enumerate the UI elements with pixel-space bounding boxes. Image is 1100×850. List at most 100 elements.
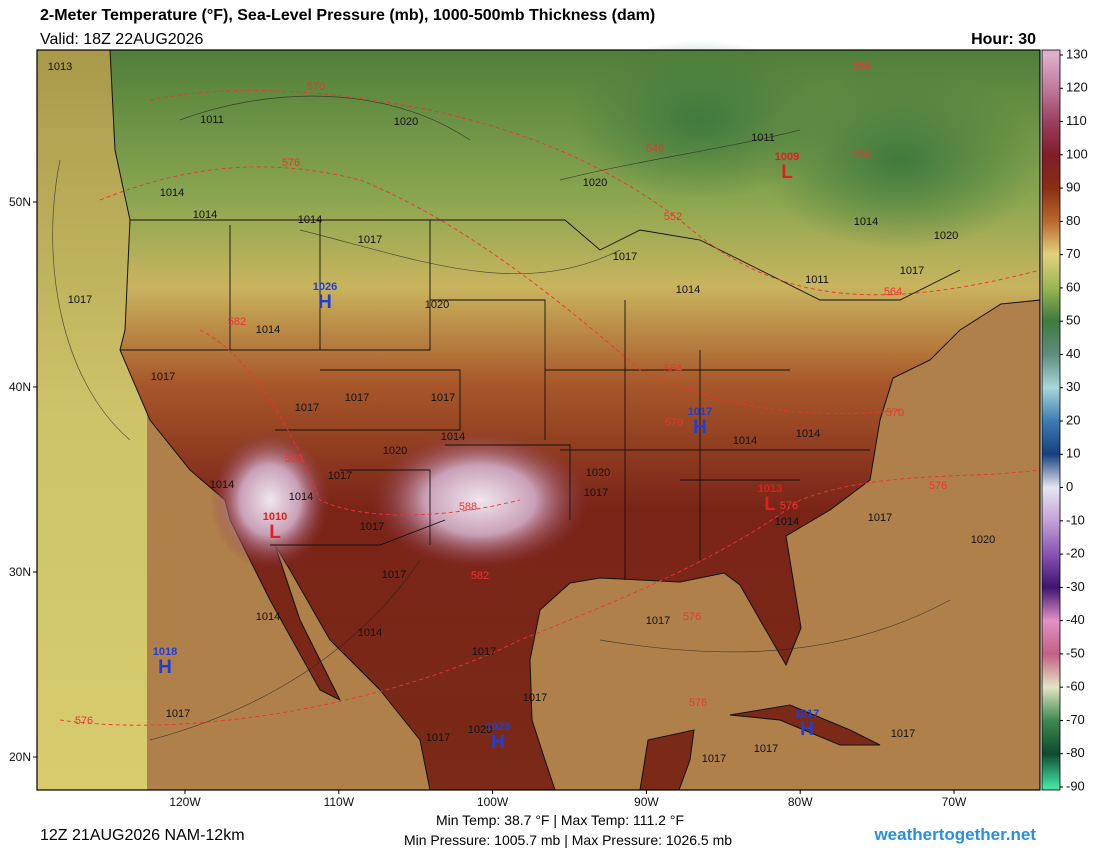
isobar-label: 1014 (193, 209, 217, 221)
isobar-label: 1014 (775, 516, 799, 528)
thickness-label: 564 (884, 286, 902, 298)
valid-time: Valid: 18Z 22AUG2026 (40, 31, 203, 48)
pressure-value: 1026 (313, 281, 337, 293)
isobar-label: 1017 (68, 294, 92, 306)
pressure-center: L (764, 494, 776, 515)
colorbar-label: 50 (1066, 313, 1080, 328)
isobar-label: 1017 (584, 487, 608, 499)
isobar-label: 1017 (328, 470, 352, 482)
colorbar-label: 100 (1066, 146, 1088, 161)
thickness-label: 576 (75, 715, 93, 727)
title: 2-Meter Temperature (°F), Sea-Level Pres… (40, 7, 655, 24)
pressure-center: H (318, 292, 332, 313)
isobar-label: 1014 (854, 216, 878, 228)
site-link[interactable]: weathertogether.net (873, 825, 1036, 844)
isobar-label: 1014 (289, 491, 313, 503)
colorbar-label: 120 (1066, 80, 1088, 95)
isobar-label: 1017 (431, 392, 455, 404)
pressure-center: H (491, 732, 505, 753)
thickness-label: 576 (683, 611, 701, 623)
isobar-label: 1017 (754, 743, 778, 755)
isobar-label: 1014 (733, 435, 757, 447)
heat-core (210, 430, 330, 570)
lat-label: 40N (9, 380, 31, 394)
colorbar-label: -10 (1066, 512, 1085, 527)
pressure-value: 1010 (263, 511, 287, 523)
forecast-hour: Hour: 30 (971, 31, 1036, 48)
borders (120, 219, 961, 580)
thickness-label: 576 (780, 500, 798, 512)
cool-region (760, 70, 1040, 250)
isobar-label: 1017 (702, 753, 726, 765)
model-run: 12Z 21AUG2026 NAM-12km (40, 827, 245, 844)
isobar-label: 1020 (425, 299, 449, 311)
thickness-label: 546 (646, 143, 664, 155)
colorbar-label: -50 (1066, 645, 1085, 660)
isobar-label: 1017 (646, 615, 670, 627)
isobar-label: 1014 (358, 627, 382, 639)
heat-core (370, 430, 590, 570)
thickness-label: 582 (228, 316, 246, 328)
thickness-lines (59, 89, 1041, 726)
colorbar-label: 130 (1066, 46, 1088, 61)
isobar-label: 1017 (900, 265, 924, 277)
isobar-label: 1017 (295, 402, 319, 414)
pressure-center: H (693, 417, 707, 438)
pressure-center: L (781, 162, 793, 183)
colorbar-label: -30 (1066, 579, 1085, 594)
pressure-center: H (800, 719, 814, 740)
thickness-label: 588 (459, 501, 477, 513)
isobar-label: 1017 (523, 692, 547, 704)
isobars (52, 95, 951, 741)
colorbar-label: 10 (1066, 446, 1080, 461)
isobar-label: 1011 (200, 114, 224, 126)
map-frame (36, 49, 1041, 791)
colorbar-label: 40 (1066, 346, 1080, 361)
isobar-label: 1014 (676, 284, 700, 296)
thickness-label: 558 (853, 149, 871, 161)
colorbar-label: 60 (1066, 279, 1080, 294)
colorbar-label: -60 (1066, 679, 1085, 694)
colorbar (1041, 49, 1061, 791)
isobar-label: 1017 (382, 569, 406, 581)
thickness-label: 576 (282, 157, 300, 169)
pressure-value: 1018 (153, 646, 177, 658)
thickness-label: 564 (664, 363, 682, 375)
isobar-label: 1020 (394, 116, 418, 128)
colorbar-label: 110 (1066, 113, 1087, 128)
thickness-label: 588 (285, 453, 303, 465)
isobar-label: 1020 (383, 445, 407, 457)
colorbar-label: 0 (1066, 479, 1073, 494)
isobar-label: 1011 (805, 274, 829, 286)
thickness-label: 552 (664, 211, 682, 223)
thickness-label: 582 (471, 570, 489, 582)
colorbar-label: 90 (1066, 180, 1080, 195)
map-area (36, 40, 1041, 791)
isobar-label: 1020 (583, 177, 607, 189)
colorbar-label: 70 (1066, 246, 1080, 261)
isobar-label: 1017 (358, 234, 382, 246)
isobar-label: 1014 (441, 431, 465, 443)
colorbar-label: -40 (1066, 612, 1085, 627)
isobar-label: 1017 (360, 521, 384, 533)
lon-label: 110W (324, 795, 355, 809)
isobar-label: 1020 (586, 467, 610, 479)
pressure-center: L (269, 522, 281, 543)
thickness-label: 570 (307, 81, 325, 93)
lat-label: 30N (9, 565, 31, 579)
isobar-label: 1014 (796, 428, 820, 440)
lon-label: 70W (942, 795, 967, 809)
isobar-label: 1017 (891, 728, 915, 740)
pressure-center: H (158, 657, 172, 678)
colorbar-label: -90 (1066, 778, 1085, 793)
colorbar-label: 80 (1066, 213, 1080, 228)
isobar-label: 1014 (298, 214, 322, 226)
isobar-label: 1020 (934, 230, 958, 242)
pressure-value: 1013 (758, 483, 782, 495)
lat-label: 50N (9, 195, 31, 209)
colorbar-label: -80 (1066, 745, 1085, 760)
isobar-label: 1017 (166, 708, 190, 720)
thickness-label: 570 (886, 407, 904, 419)
temp-stats: Min Temp: 38.7 °F | Max Temp: 111.2 °F (436, 812, 684, 828)
